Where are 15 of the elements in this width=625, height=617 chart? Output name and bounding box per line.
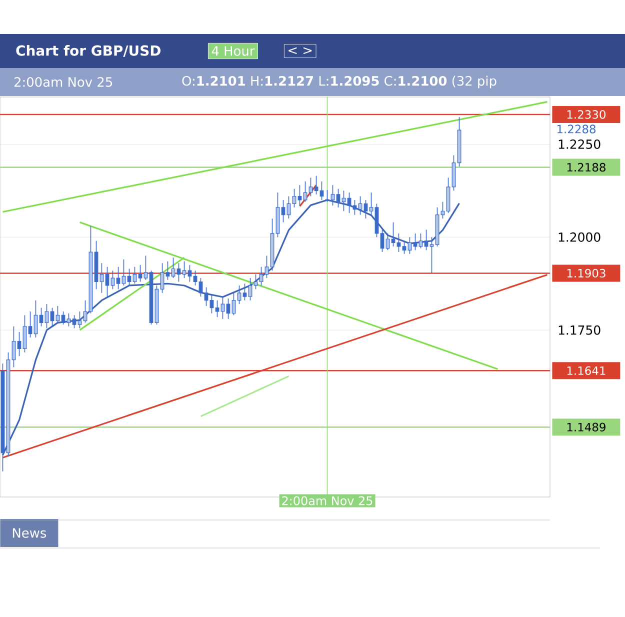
ref-line-label: 1.2330 — [567, 110, 606, 119]
text: < > — [288, 47, 312, 54]
ref-line-label: 1.1903 — [567, 268, 606, 278]
ref-line-label: 1.1641 — [567, 366, 606, 375]
y-tick-label: 1.1750 — [558, 325, 600, 335]
chart-title: Chart for GBP/USD — [16, 45, 160, 57]
text: 4 Hour — [212, 46, 255, 56]
ref-line-label: 1.1489 — [567, 422, 606, 432]
text: O:1.2101 H:1.2127 L:1.2095 C:1.2100 (32 pip — [182, 76, 496, 88]
text: News — [12, 528, 46, 538]
ref-line-label: 1.2188 — [567, 162, 606, 172]
text: 1.2288 — [557, 124, 596, 134]
text: 2:00am Nov 25 — [14, 77, 112, 87]
y-tick-label: 1.2000 — [558, 232, 600, 242]
y-tick-label: 1.2250 — [558, 140, 600, 149]
